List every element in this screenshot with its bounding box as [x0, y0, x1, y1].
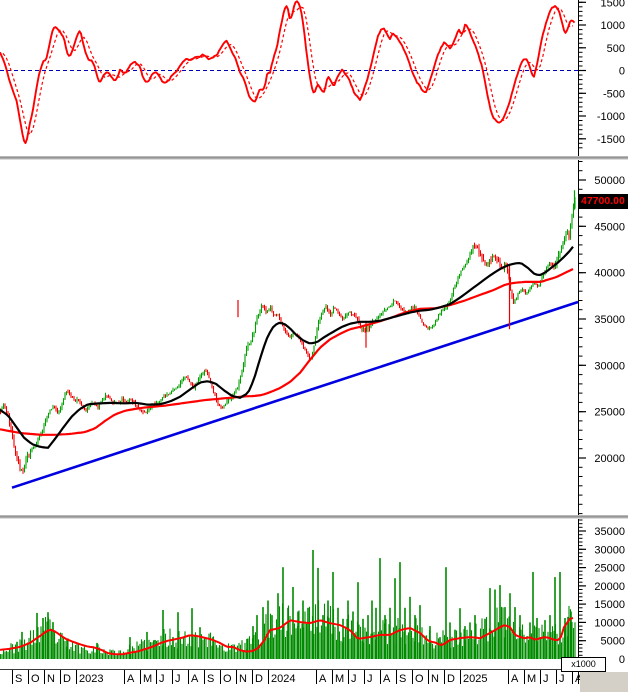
x-axis-label: M [143, 673, 153, 685]
x-axis-label: J [351, 673, 357, 685]
x-axis-label: O [31, 673, 40, 685]
month-tick [124, 670, 125, 684]
svg-text:30000: 30000 [594, 360, 625, 372]
month-tick [380, 670, 381, 684]
svg-text:-500: -500 [603, 88, 625, 100]
svg-text:40000: 40000 [594, 268, 625, 280]
month-tick [156, 670, 157, 684]
month-tick [140, 670, 141, 684]
volume-unit-label: x1000 [561, 657, 606, 672]
corner-filler [580, 672, 628, 692]
volume-panel[interactable]: 35000 30000 25000 20000 15000 10000 5000 0 [0, 519, 628, 668]
svg-text:-1000: -1000 [597, 111, 625, 123]
svg-text:35000: 35000 [594, 314, 625, 326]
month-tick [428, 670, 429, 684]
x-axis-label: J [543, 673, 549, 685]
last-price-tag: 47700.00 [579, 194, 628, 209]
x-axis-label: D [63, 673, 71, 685]
x-axis-label: A [383, 673, 391, 685]
svg-text:15000: 15000 [594, 599, 625, 611]
month-tick [172, 670, 173, 684]
x-axis-label: M [527, 673, 537, 685]
month-tick [540, 670, 541, 684]
x-axis-label: J [559, 673, 565, 685]
month-tick [220, 670, 221, 684]
month-tick [578, 670, 579, 684]
x-axis-strip: SOND2023AMJJASOND2024AMJJASOND2025AMJJA [0, 670, 628, 692]
month-tick [44, 670, 45, 684]
x-axis-label: J [159, 673, 165, 685]
svg-text:0: 0 [619, 66, 625, 78]
month-tick [252, 670, 253, 684]
svg-text:20000: 20000 [594, 581, 625, 593]
svg-text:25000: 25000 [594, 407, 625, 419]
x-axis-label: M [335, 673, 345, 685]
svg-text:35000: 35000 [594, 526, 625, 538]
x-axis-label: 2025 [463, 673, 488, 685]
x-axis-label: O [223, 673, 232, 685]
x-axis-label: S [207, 673, 215, 685]
month-tick [28, 670, 29, 684]
svg-text:30000: 30000 [594, 544, 625, 556]
month-tick [76, 670, 77, 684]
month-tick [444, 670, 445, 684]
x-axis-label: N [239, 673, 247, 685]
month-tick [508, 670, 509, 684]
svg-text:1500: 1500 [601, 0, 625, 9]
month-tick [236, 670, 237, 684]
panel-separator[interactable] [0, 515, 628, 519]
svg-text:50000: 50000 [594, 175, 625, 187]
x-axis-label: J [175, 673, 181, 685]
month-tick [364, 670, 365, 684]
price-panel[interactable]: 50000 45000 40000 35000 30000 25000 20000 [0, 160, 628, 515]
month-tick [348, 670, 349, 684]
svg-text:45000: 45000 [594, 221, 625, 233]
x-axis-label: 2024 [271, 673, 296, 685]
month-tick [12, 670, 13, 684]
month-tick [572, 670, 573, 684]
x-axis-label: N [47, 673, 55, 685]
svg-text:25000: 25000 [594, 563, 625, 575]
svg-text:10000: 10000 [594, 617, 625, 629]
svg-text:-1500: -1500 [597, 134, 625, 146]
x-axis-topline [0, 669, 561, 670]
month-tick [188, 670, 189, 684]
svg-text:20000: 20000 [594, 453, 625, 465]
month-tick [316, 670, 317, 684]
x-axis-label: A [319, 673, 327, 685]
month-tick [204, 670, 205, 684]
x-axis-label: S [15, 673, 23, 685]
svg-text:5000: 5000 [601, 636, 625, 648]
month-tick [396, 670, 397, 684]
x-axis-label: A [191, 673, 199, 685]
month-tick [268, 670, 269, 684]
panel-separator[interactable] [0, 156, 628, 160]
x-axis-label: 2023 [79, 673, 104, 685]
x-axis-label: D [447, 673, 455, 685]
x-axis-label: N [431, 673, 439, 685]
momentum-panel[interactable]: 1500 1000 500 0 -500 -1000 -1500 [0, 0, 628, 156]
x-axis-label: A [511, 673, 519, 685]
month-tick [556, 670, 557, 684]
month-tick [524, 670, 525, 684]
month-tick [460, 670, 461, 684]
month-tick [332, 670, 333, 684]
x-axis-label: D [255, 673, 263, 685]
month-tick [412, 670, 413, 684]
month-tick [60, 670, 61, 684]
x-axis-label: A [127, 673, 135, 685]
x-axis-label: S [399, 673, 407, 685]
svg-text:0: 0 [619, 654, 625, 666]
svg-text:500: 500 [607, 43, 625, 55]
x-axis-label: J [367, 673, 373, 685]
x-axis-label: O [415, 673, 424, 685]
svg-text:1000: 1000 [601, 20, 625, 32]
